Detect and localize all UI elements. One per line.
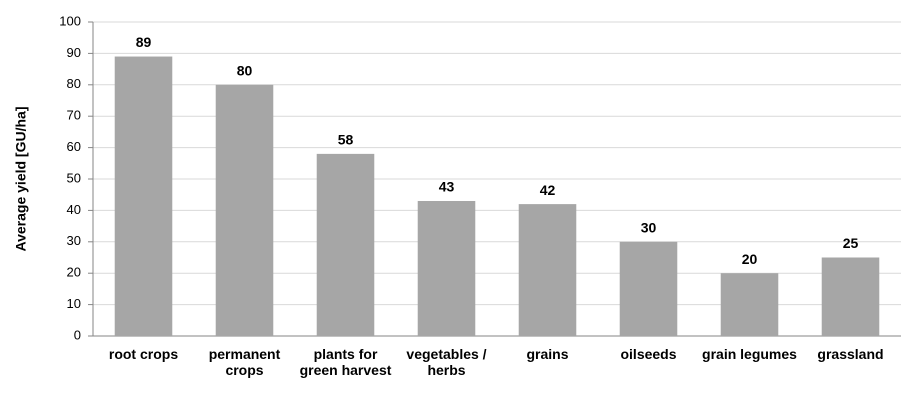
y-axis-label: Average yield [GU/ha] <box>13 107 29 252</box>
x-tick-label: plants for green harvest <box>299 346 392 378</box>
y-tick-label: 20 <box>67 265 81 280</box>
bar <box>417 200 476 336</box>
data-label: 80 <box>237 63 253 79</box>
bar <box>316 153 375 336</box>
data-label: 42 <box>540 182 556 198</box>
data-label: 89 <box>136 34 152 50</box>
x-tick-label: vegetables / herbs <box>406 346 487 378</box>
y-tick-label: 50 <box>67 170 81 185</box>
data-label: 20 <box>742 251 758 267</box>
y-tick-label: 70 <box>67 108 81 123</box>
bar <box>821 257 880 336</box>
y-tick-label: 0 <box>74 327 81 342</box>
y-tick-label: 90 <box>67 45 81 60</box>
x-tick-label: root crops <box>108 346 179 362</box>
x-tick-label: grains <box>526 346 569 362</box>
x-tick-label: grassland <box>817 346 884 362</box>
bar <box>114 56 173 336</box>
bar <box>215 84 274 336</box>
bar <box>518 204 577 336</box>
bar <box>720 273 779 336</box>
y-tick-label: 100 <box>59 13 81 28</box>
data-label: 58 <box>338 132 354 148</box>
x-tick-label: permanent crops <box>208 346 281 378</box>
y-tick-label: 80 <box>67 76 81 91</box>
data-label: 43 <box>439 179 455 195</box>
x-tick-label: grain legumes <box>702 346 797 362</box>
y-tick-label: 60 <box>67 139 81 154</box>
bar <box>619 241 678 336</box>
data-label: 25 <box>843 235 859 251</box>
x-tick-label: oilseeds <box>620 346 677 362</box>
y-tick-label: 40 <box>67 202 81 217</box>
y-tick-label: 10 <box>67 296 81 311</box>
y-tick-label: 30 <box>67 233 81 248</box>
data-label: 30 <box>641 220 657 236</box>
